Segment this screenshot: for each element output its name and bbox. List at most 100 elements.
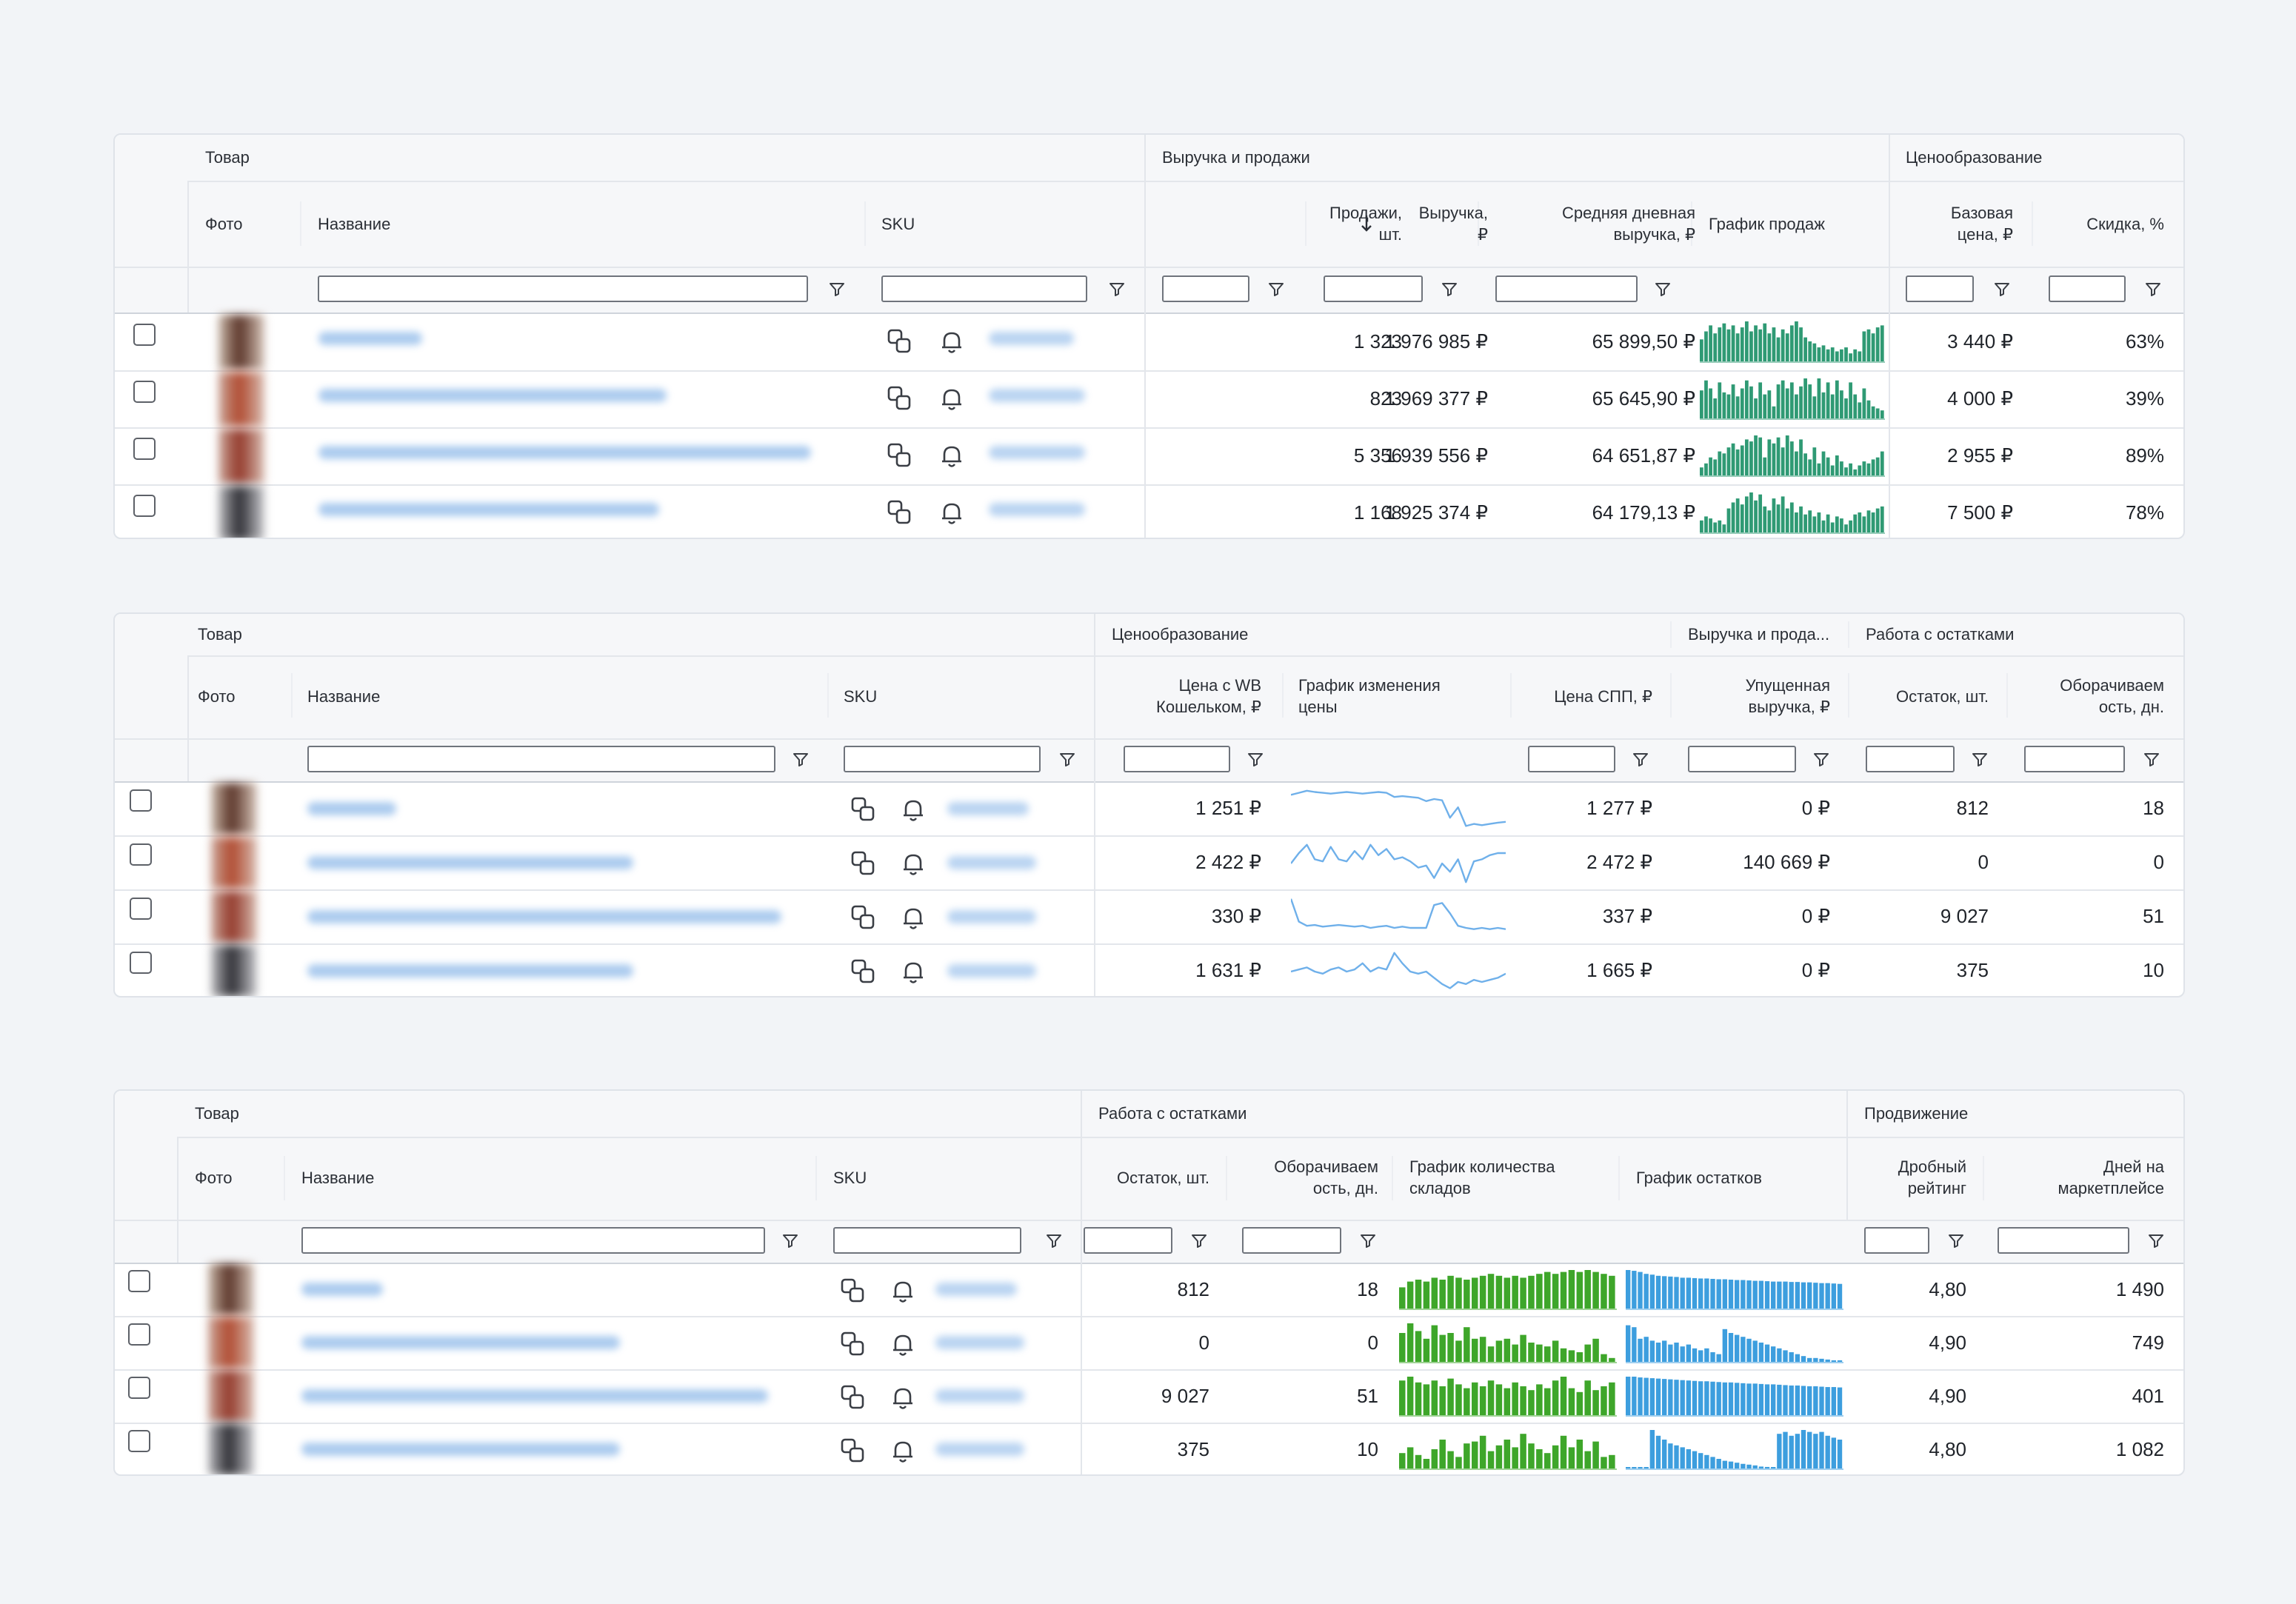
lost-revenue-filter-input[interactable]	[1688, 746, 1796, 772]
product-name-link[interactable]	[307, 964, 633, 978]
column-header-stock-chart[interactable]: График остатков	[1636, 1169, 1762, 1187]
row-checkbox[interactable]	[130, 843, 152, 866]
turnover-filter-input[interactable]	[1242, 1227, 1341, 1254]
column-header-days-on-marketplace[interactable]: Дней на маркетплейсе	[2058, 1157, 2164, 1197]
filter-icon[interactable]	[1045, 1232, 1063, 1249]
column-header-sku[interactable]: SKU	[833, 1169, 867, 1187]
sku-filter-input[interactable]	[881, 275, 1087, 302]
product-name-link[interactable]	[301, 1443, 620, 1456]
column-header-sku[interactable]: SKU	[844, 687, 878, 706]
row-checkbox[interactable]	[133, 495, 156, 517]
bell-icon[interactable]	[888, 1329, 918, 1359]
filter-icon[interactable]	[1058, 750, 1076, 768]
sales-qty-filter-input[interactable]	[1162, 275, 1249, 302]
column-header-turnover[interactable]: Оборачиваем ость, дн.	[2060, 676, 2164, 716]
copy-icon[interactable]	[884, 441, 914, 470]
filter-icon[interactable]	[1247, 750, 1264, 768]
row-checkbox[interactable]	[133, 381, 156, 403]
row-checkbox[interactable]	[130, 789, 152, 812]
column-header-sku[interactable]: SKU	[881, 215, 915, 233]
name-filter-input[interactable]	[301, 1227, 765, 1254]
product-name-link[interactable]	[301, 1283, 383, 1296]
filter-icon[interactable]	[792, 750, 810, 768]
copy-icon[interactable]	[848, 849, 878, 878]
bell-icon[interactable]	[937, 384, 967, 413]
product-name-link[interactable]	[307, 910, 781, 923]
rating-filter-input[interactable]	[1864, 1227, 1929, 1254]
filter-icon[interactable]	[828, 280, 846, 298]
column-header-name[interactable]: Название	[307, 687, 381, 706]
bell-icon[interactable]	[937, 327, 967, 356]
days-filter-input[interactable]	[1998, 1227, 2129, 1254]
filter-icon[interactable]	[1441, 280, 1458, 298]
column-header-discount[interactable]: Скидка, %	[2086, 215, 2164, 233]
turnover-filter-input[interactable]	[2024, 746, 2125, 772]
name-filter-input[interactable]	[307, 746, 775, 772]
copy-icon[interactable]	[884, 384, 914, 413]
column-header-rating[interactable]: Дробный рейтинг	[1898, 1157, 1966, 1197]
product-name-link[interactable]	[301, 1336, 620, 1349]
product-name-link[interactable]	[318, 446, 811, 459]
filter-icon[interactable]	[1971, 750, 1989, 768]
column-header-warehouses-chart[interactable]: График количества складов	[1409, 1157, 1555, 1197]
column-header-turnover[interactable]: Оборачиваем ость, дн.	[1274, 1157, 1378, 1197]
sku-filter-input[interactable]	[833, 1227, 1021, 1254]
column-header-wb-wallet-price[interactable]: Цена с WB Кошельком, ₽	[1156, 676, 1261, 716]
row-checkbox[interactable]	[133, 438, 156, 460]
filter-icon[interactable]	[1654, 280, 1672, 298]
column-header-sales-chart[interactable]: График продаж	[1709, 215, 1825, 233]
column-header-price-chart[interactable]: График изменения цены	[1298, 676, 1441, 716]
column-header-photo[interactable]: Фото	[195, 1169, 233, 1187]
column-header-revenue[interactable]: Выручка, ₽	[1418, 204, 1488, 244]
filter-icon[interactable]	[781, 1232, 799, 1249]
copy-icon[interactable]	[838, 1383, 867, 1412]
copy-icon[interactable]	[848, 957, 878, 986]
row-checkbox[interactable]	[128, 1430, 150, 1452]
row-checkbox[interactable]	[128, 1323, 150, 1346]
bell-icon[interactable]	[888, 1436, 918, 1466]
filter-icon[interactable]	[1812, 750, 1830, 768]
bell-icon[interactable]	[898, 795, 928, 824]
column-header-name[interactable]: Название	[318, 215, 391, 233]
column-header-name[interactable]: Название	[301, 1169, 375, 1187]
filter-icon[interactable]	[2147, 1232, 2165, 1249]
copy-icon[interactable]	[884, 498, 914, 527]
sort-arrow-down-icon[interactable]	[1359, 213, 1374, 234]
copy-icon[interactable]	[848, 795, 878, 824]
bell-icon[interactable]	[937, 498, 967, 527]
discount-filter-input[interactable]	[2049, 275, 2126, 302]
bell-icon[interactable]	[898, 849, 928, 878]
row-checkbox[interactable]	[128, 1270, 150, 1292]
column-header-lost-revenue[interactable]: Упущенная выручка, ₽	[1745, 676, 1830, 716]
spp-price-filter-input[interactable]	[1528, 746, 1615, 772]
copy-icon[interactable]	[838, 1276, 867, 1306]
product-name-link[interactable]	[318, 332, 422, 345]
sku-filter-input[interactable]	[844, 746, 1041, 772]
filter-icon[interactable]	[1190, 1232, 1208, 1249]
bell-icon[interactable]	[888, 1276, 918, 1306]
bell-icon[interactable]	[937, 441, 967, 470]
column-header-photo[interactable]: Фото	[198, 687, 236, 706]
filter-icon[interactable]	[1359, 1232, 1377, 1249]
column-header-spp-price[interactable]: Цена СПП, ₽	[1554, 687, 1652, 706]
row-checkbox[interactable]	[130, 898, 152, 920]
copy-icon[interactable]	[848, 903, 878, 932]
row-checkbox[interactable]	[128, 1377, 150, 1399]
filter-icon[interactable]	[1108, 280, 1126, 298]
revenue-filter-input[interactable]	[1324, 275, 1423, 302]
product-name-link[interactable]	[307, 802, 396, 815]
filter-icon[interactable]	[1947, 1232, 1965, 1249]
product-name-link[interactable]	[307, 856, 633, 869]
product-name-link[interactable]	[318, 389, 667, 402]
stock-filter-input[interactable]	[1084, 1227, 1172, 1254]
copy-icon[interactable]	[838, 1329, 867, 1359]
filter-icon[interactable]	[2143, 750, 2160, 768]
filter-icon[interactable]	[1632, 750, 1649, 768]
column-header-sales-qty[interactable]: Продажи, шт.	[1329, 204, 1402, 244]
filter-icon[interactable]	[2144, 280, 2162, 298]
filter-icon[interactable]	[1267, 280, 1285, 298]
filter-icon[interactable]	[1993, 280, 2011, 298]
bell-icon[interactable]	[898, 957, 928, 986]
column-header-avg-daily-revenue[interactable]: Средняя дневная выручка, ₽	[1561, 204, 1695, 244]
row-checkbox[interactable]	[130, 952, 152, 974]
